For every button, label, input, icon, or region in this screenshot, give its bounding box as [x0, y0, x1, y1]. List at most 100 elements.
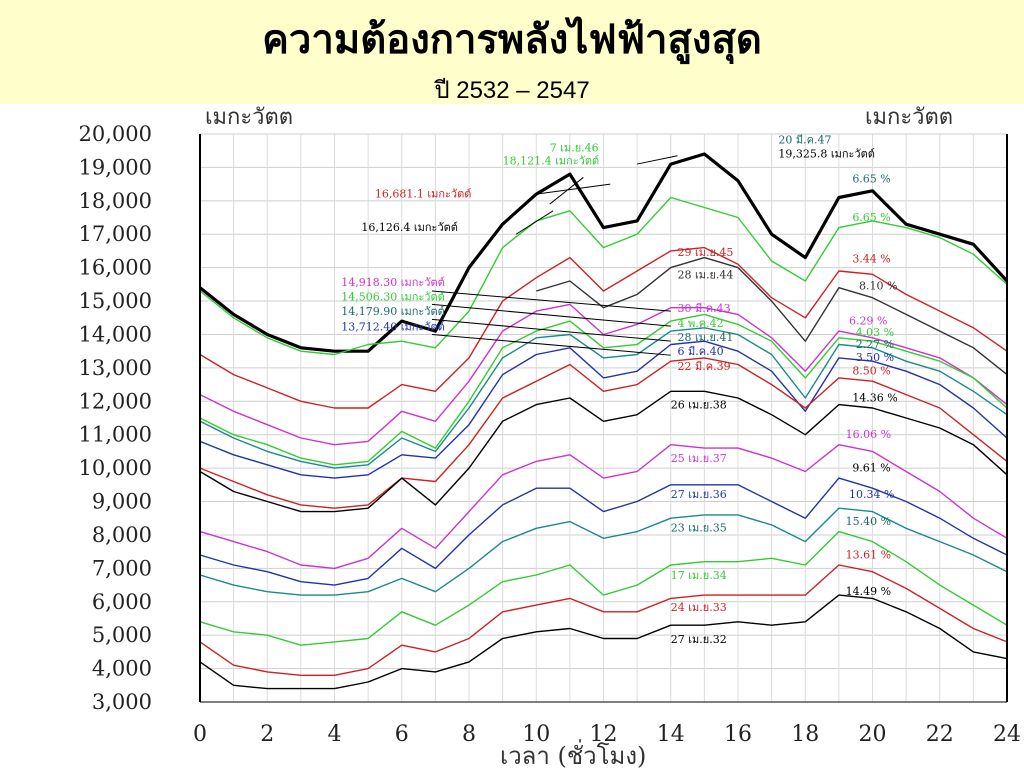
peak-value-label: 18,121.4 เมกะวัตต์	[503, 155, 600, 168]
date-label: 27 เม.ย.36	[671, 488, 727, 501]
growth-percent-label: 4.03 %	[856, 326, 894, 339]
growth-percent-label: 6.65 %	[852, 211, 890, 224]
series-line-12	[199, 477, 1008, 586]
date-label: 23 เม.ย.35	[671, 522, 727, 535]
x-tick-label: 24	[993, 722, 1021, 747]
leader-line	[637, 155, 678, 165]
y-tick-label: 14,000	[79, 322, 152, 346]
date-label: 26 เม.ย.38	[671, 399, 727, 412]
axes: 3,000 4,000 5,000 6,000 7,000 8,000 9,000 10,00…	[79, 122, 1021, 747]
peak-value-label: 13,712.40 เมกะวัตต์	[341, 320, 445, 333]
peak-value-label: 16,126.4 เมกะวัตต์	[361, 221, 458, 234]
growth-percent-label: 15.40 %	[846, 515, 891, 528]
y-tick-label: 17,000	[79, 222, 152, 246]
leader-line	[431, 333, 671, 356]
leader-line	[549, 177, 584, 205]
x-tick-label: 12	[590, 722, 618, 747]
peak-value-label: 14,179.90 เมกะวัตต์	[341, 305, 445, 318]
y-tick-label: 3,000	[92, 690, 152, 714]
series-line-16	[199, 594, 1008, 690]
series-line-10	[199, 390, 1008, 513]
growth-percent-label: 9.61 %	[852, 461, 890, 474]
x-tick-label: 2	[260, 722, 274, 747]
peak-value-label: 14,918.30 เมกะวัตต์	[341, 276, 445, 289]
growth-percent-label: 3.50 %	[856, 351, 894, 364]
y-axis-label-left: เมกะวัตต	[205, 105, 293, 130]
x-tick-label: 4	[328, 722, 342, 747]
growth-percent-label: 2.27 %	[856, 338, 894, 351]
x-axis-label: เวลา (ชั่วโมง)	[500, 739, 646, 768]
page-title: ความต้องการพลังไฟฟ้าสูงสุด	[262, 17, 762, 63]
x-tick-label: 20	[859, 722, 887, 747]
peak-value-label: 16,681.1 เมกะวัตต์	[375, 187, 472, 200]
y-tick-label: 9,000	[92, 490, 152, 514]
y-tick-label: 7,000	[92, 556, 152, 580]
peak-value-label: 19,325.8 เมกะวัตต์	[778, 147, 875, 160]
series-line-1	[199, 152, 1009, 353]
series-line-11	[199, 444, 1008, 570]
y-tick-label: 10,000	[79, 456, 152, 480]
growth-percent-label: 13.61 %	[846, 548, 891, 561]
series-line-8	[199, 340, 1008, 479]
y-tick-label: 11,000	[79, 423, 152, 447]
growth-percent-label: 14.49 %	[846, 585, 891, 598]
date-label: 28 เม.ย.41	[677, 331, 733, 344]
growth-percent-label: 10.34 %	[849, 488, 894, 501]
growth-percent-label: 8.50 %	[852, 365, 890, 378]
y-tick-label: 16,000	[79, 256, 152, 280]
peak-value-label: 7 เม.ย.46	[550, 141, 599, 154]
y-tick-label: 5,000	[92, 623, 152, 647]
growth-percent-label: 8.10 %	[859, 279, 897, 292]
leader-line	[515, 210, 554, 235]
growth-percent-label: 6.65 %	[852, 172, 890, 185]
x-tick-label: 8	[462, 722, 476, 747]
y-tick-label: 4,000	[92, 657, 152, 681]
date-label: 29 เม.ย.45	[677, 246, 733, 259]
peak-value-label: 14,506.30 เมกะวัตต์	[341, 290, 445, 303]
series-line-2	[199, 196, 1008, 356]
x-tick-label: 14	[657, 722, 685, 747]
series-line-7	[199, 327, 1008, 469]
series-lines	[199, 152, 1009, 690]
series-line-5	[199, 303, 1008, 446]
x-tick-label: 6	[395, 722, 409, 747]
x-tick-label: 0	[193, 722, 207, 747]
title-banner	[0, 0, 1024, 104]
date-label: 27 เม.ย.32	[671, 633, 727, 646]
x-tick-label: 10	[522, 722, 550, 747]
date-label: 25 เม.ย.37	[671, 452, 727, 465]
x-tick-label: 16	[724, 722, 752, 747]
growth-percent-label: 16.06 %	[846, 428, 891, 441]
series-line-13	[199, 507, 1008, 596]
peak-value-label: 20 มี.ค.47	[778, 133, 831, 146]
series-line-14	[199, 530, 1008, 646]
series-line-4	[536, 256, 1008, 376]
grid	[199, 133, 1008, 703]
y-tick-label: 6,000	[92, 590, 152, 614]
y-tick-label: 20,000	[79, 122, 152, 146]
leader-line	[431, 290, 671, 312]
date-label: 24 เม.ย.33	[671, 601, 727, 614]
y-tick-label: 8,000	[92, 523, 152, 547]
leader-line	[431, 303, 671, 327]
growth-percent-label: 3.44 %	[852, 253, 890, 266]
growth-percent-label: 14.36 %	[852, 391, 897, 404]
date-label: 6 มี.ค.40	[677, 345, 723, 358]
y-tick-label: 15,000	[79, 289, 152, 313]
series-line-9	[199, 357, 1008, 509]
y-axis-label-right: เมกะวัตต	[865, 105, 953, 130]
x-tick-label: 18	[791, 722, 819, 747]
y-tick-label: 18,000	[79, 189, 152, 213]
y-tick-label: 12,000	[79, 389, 152, 413]
date-label: 28 เม.ย.44	[677, 268, 733, 281]
y-tick-label: 13,000	[79, 356, 152, 380]
growth-percent-label: 6.29 %	[849, 314, 887, 327]
date-label: 22 มี.ค.39	[677, 360, 730, 373]
series-line-3	[199, 246, 1008, 409]
series-line-6	[199, 313, 1008, 466]
leader-line	[431, 318, 671, 342]
page-subtitle: ปี 2532 – 2547	[434, 77, 590, 104]
date-label: 30 มี.ค.43	[677, 302, 730, 315]
